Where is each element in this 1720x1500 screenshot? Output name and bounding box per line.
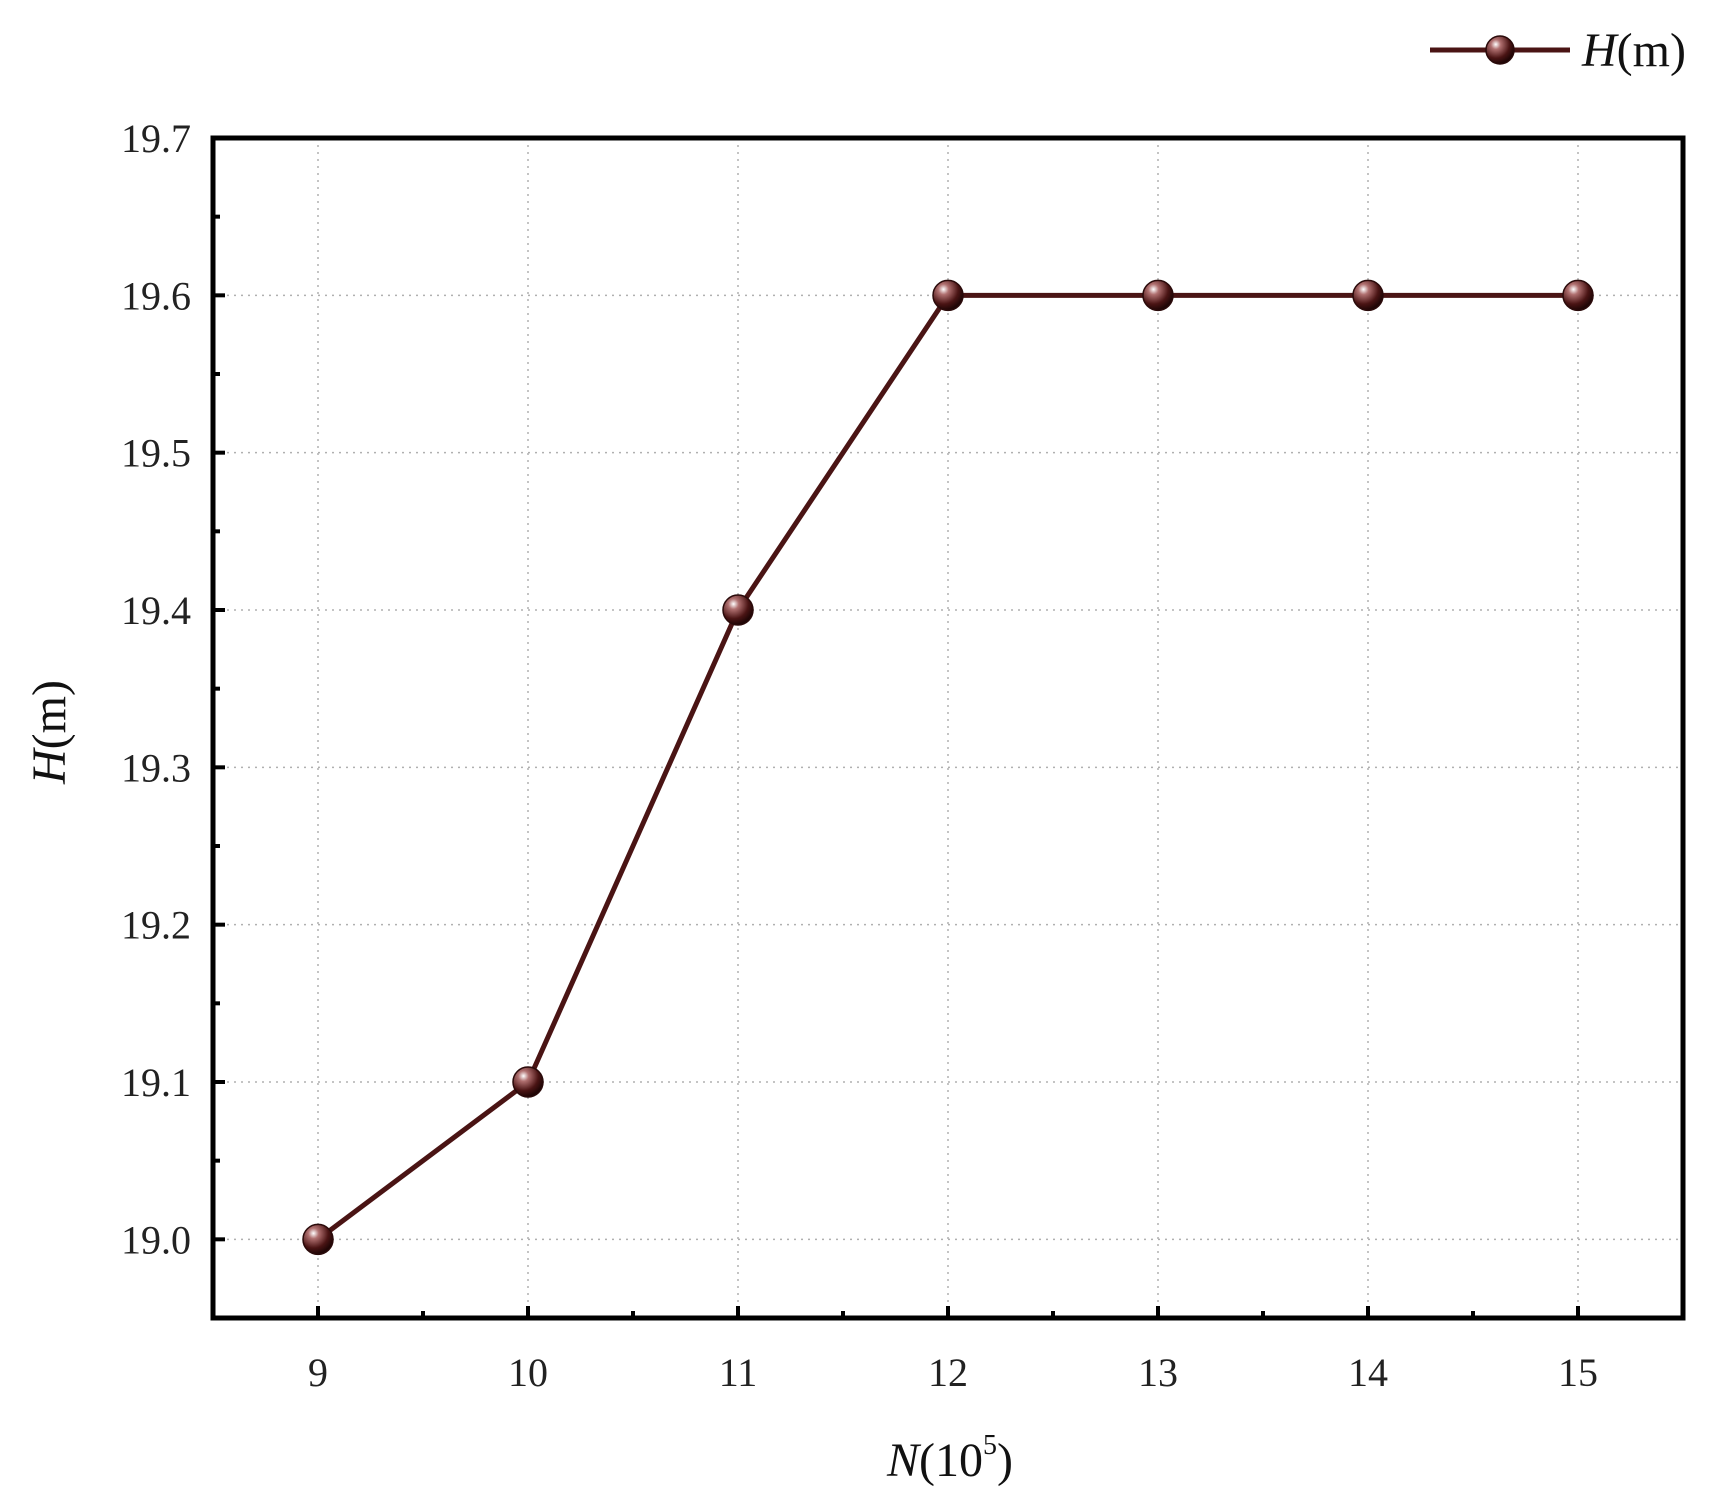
y-tick-label: 19.0 (121, 1217, 191, 1262)
x-tick-label: 15 (1558, 1350, 1598, 1395)
data-point (1142, 279, 1174, 312)
x-axis-title: N(105) (886, 1430, 1013, 1487)
x-tick-label: 14 (1348, 1350, 1388, 1395)
legend-marker (1485, 35, 1515, 65)
tick-labels: 9 10 11 12 13 14 15 19.0 19.1 19.2 19.3 19.4 19.5 19.… (121, 116, 1598, 1395)
series-h (302, 279, 1594, 1256)
data-point (722, 594, 754, 626)
data-point (1352, 279, 1384, 312)
plot-frame (210, 135, 1686, 1321)
y-axis-title: H(m) (23, 680, 76, 785)
data-point (932, 279, 964, 312)
y-tick-label: 19.5 (121, 431, 191, 476)
y-tick-label: 19.7 (121, 116, 191, 161)
data-point (1562, 279, 1594, 312)
y-tick-label: 19.3 (121, 745, 191, 790)
legend: H(m) (1430, 24, 1686, 77)
x-tick-label: 13 (1138, 1350, 1178, 1395)
x-tick-label: 10 (508, 1350, 548, 1395)
data-point (302, 1223, 334, 1256)
x-tick-label: 9 (308, 1350, 328, 1395)
y-tick-label: 19.4 (121, 588, 191, 633)
axes (210, 135, 1686, 1321)
y-tick-label: 19.2 (121, 903, 191, 948)
y-tick-label: 19.6 (121, 273, 191, 318)
x-tick-label: 12 (928, 1350, 968, 1395)
y-tick-label: 19.1 (121, 1060, 191, 1105)
legend-label: H(m) (1581, 24, 1686, 77)
data-point (512, 1066, 544, 1098)
x-tick-label: 11 (719, 1350, 758, 1395)
grid (213, 137, 1683, 1318)
